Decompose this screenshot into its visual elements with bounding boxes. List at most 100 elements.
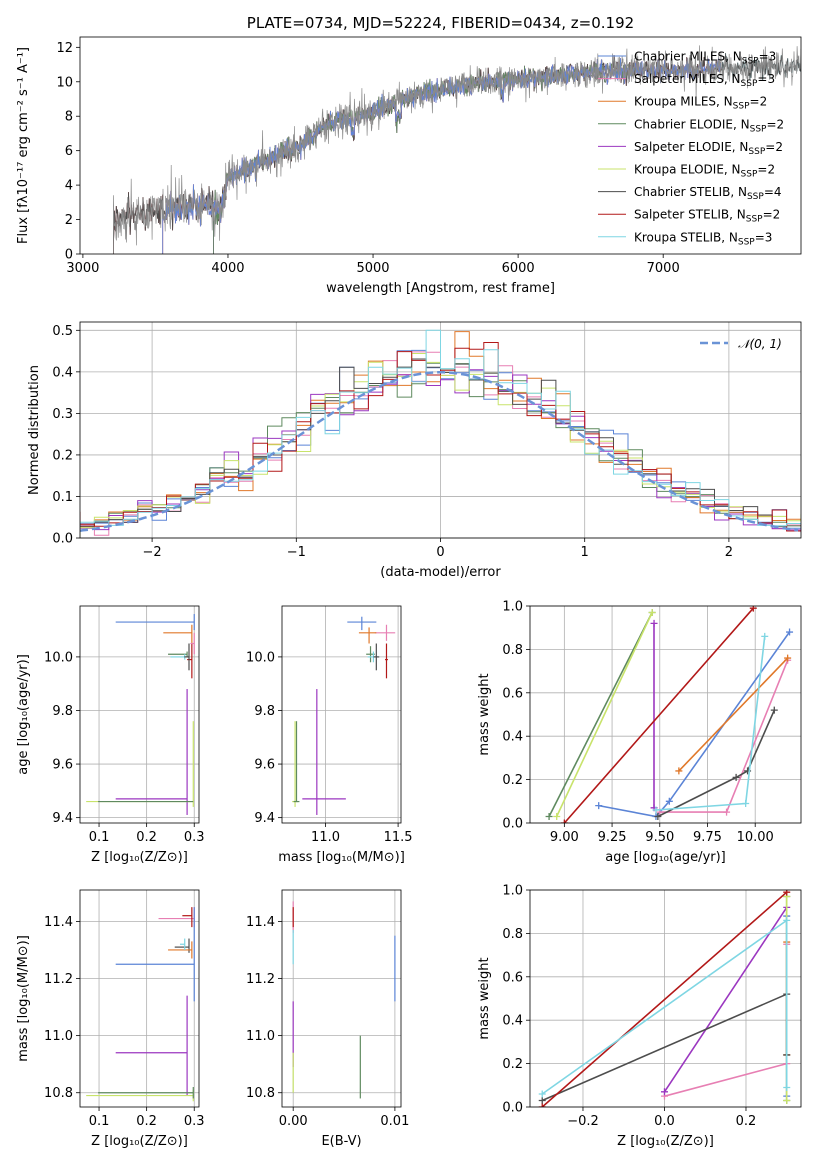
gridlines [80, 606, 199, 823]
gridlines [282, 606, 401, 823]
weight-marker [545, 812, 553, 820]
y-tick-label: 0 [65, 248, 73, 263]
weight-marker [654, 812, 662, 820]
errorbar-point [385, 643, 388, 679]
y-tick-label: 11.0 [246, 1029, 275, 1044]
y-tick-label: 8 [65, 110, 73, 125]
weight-vs-Z-panel: −0.2 0.0 0.2 0.0 0.2 0.4 0.6 0.8 1.0 Z [log₁₀(Z/Z… [477, 884, 802, 1149]
age-vs-mass-panel: 11.0 11.5 9.4 9.6 9.8 10.0 mass [log₁₀(M/M⊙)] [246, 605, 413, 865]
errorbar-point [182, 907, 193, 928]
legend-suffix: =3 [759, 50, 777, 64]
legend-label: Kroupa STELIB, N [634, 230, 738, 244]
y-tick-label: 0.4 [502, 1014, 523, 1029]
model-spectrum-line [113, 55, 722, 254]
legend-entry: Salpeter STELIB, NSSP=2 [634, 208, 780, 225]
x-tick-label: 10.00 [737, 830, 774, 845]
x-axis-label: Z [log₁₀(Z/Z⊙)] [617, 1134, 714, 1149]
x-tick-label: 2 [725, 545, 733, 560]
mass-vs-Z-panel: 0.1 0.2 0.3 10.8 11.0 11.2 11.4 Z [log₁₀(Z/Z⊙)]… [16, 889, 205, 1149]
y-tick-label: 1.0 [502, 600, 523, 615]
x-tick-label: 11.5 [384, 830, 413, 845]
legend-label: Chabrier MILES, N [634, 50, 742, 64]
errorbar-plot-area [292, 901, 396, 1099]
weight-marker [650, 619, 658, 627]
weight-marker [783, 1096, 791, 1104]
y-tick-label: 10.8 [246, 1086, 275, 1101]
legend-subscript: SSP [742, 57, 759, 67]
weight-marker [560, 819, 568, 823]
x-tick-label: 4000 [211, 261, 244, 276]
errorbar-point [347, 616, 377, 631]
errorbar-point [158, 907, 195, 928]
y-tick-label: 0.2 [52, 448, 73, 463]
errorbar-point [115, 614, 195, 631]
legend-subscript: SSP [750, 124, 767, 134]
errorbar-point [373, 643, 380, 671]
ticks: 11.0 11.5 9.4 9.6 9.8 10.0 [246, 650, 413, 845]
legend-label: Kroupa MILES, N [634, 95, 733, 109]
weight-series [560, 606, 757, 823]
y-tick-label: 0.4 [52, 365, 73, 380]
weight-line [548, 612, 653, 817]
weight-marker [675, 767, 683, 775]
weight-series [650, 619, 658, 812]
x-axis-label: Z [log₁₀(Z/Z⊙)] [91, 1134, 188, 1149]
weight-marker [648, 609, 656, 617]
y-tick-label: 4 [65, 179, 73, 194]
axes-frame [529, 605, 802, 824]
errorbar-point [168, 651, 188, 657]
y-tick-label: 9.4 [254, 811, 275, 826]
axes-frame [529, 889, 802, 1108]
y-axis-label: mass weight [477, 673, 492, 755]
x-tick-label: 9.50 [645, 830, 674, 845]
y-tick-label: 0.8 [502, 927, 523, 942]
errorbar-point [163, 624, 193, 644]
weight-marker [665, 797, 673, 805]
legend-subscript: SSP [741, 79, 758, 89]
ticks: −0.2 0.0 0.2 0.0 0.2 0.4 0.6 0.8 1.0 [502, 884, 756, 1130]
errorbar-point [190, 632, 195, 655]
weight-marker [783, 1083, 791, 1091]
y-tick-label: 1.0 [502, 884, 523, 899]
weight-marker [742, 799, 750, 807]
y-tick-label: 11.2 [44, 972, 73, 987]
weight-line [663, 906, 788, 1093]
weight-series [538, 916, 791, 1098]
weight-marker [761, 632, 769, 640]
legend-label: Chabrier ELODIE, N [634, 117, 750, 131]
x-tick-label: 9.25 [598, 830, 627, 845]
x-axis-label: E(B-V) [321, 1134, 361, 1149]
y-tick-label: 0.3 [52, 407, 73, 422]
y-tick-label: 9.8 [254, 704, 275, 719]
y-tick-label: 12 [56, 41, 73, 56]
axes-frame [281, 605, 402, 824]
y-tick-label: 0.0 [502, 1101, 523, 1116]
weight-marker [749, 606, 757, 612]
errorbar-point [170, 654, 186, 660]
axes-frame [79, 36, 802, 255]
x-tick-label: 0.00 [279, 1114, 308, 1129]
spectrum-panel: 3000 4000 5000 6000 7000 0 2 4 6 8 10 12 wavelength … [16, 14, 802, 296]
y-tick-label: 9.4 [52, 811, 73, 826]
x-tick-label: 0.1 [89, 830, 110, 845]
weight-series [652, 632, 769, 814]
y-axis-label: age [log₁₀(age/yr)] [16, 654, 31, 775]
weight-marker [553, 812, 561, 820]
y-tick-label: 11.0 [44, 1029, 73, 1044]
y-tick-label: 10 [56, 75, 73, 90]
y-tick-label: 9.8 [52, 704, 73, 719]
weight-marker [770, 706, 778, 714]
x-tick-label: −0.2 [567, 1114, 599, 1129]
legend-subscript: SSP [747, 192, 764, 202]
y-tick-label: 6 [65, 144, 73, 159]
y-tick-label: 0.8 [502, 643, 523, 658]
weight-plot-area [538, 890, 791, 1107]
errorbar-point [115, 689, 188, 815]
errorbar-plot-area [86, 614, 195, 815]
x-tick-label: 0.01 [380, 1114, 409, 1129]
figure-title: PLATE=0734, MJD=52224, FIBERID=0434, z=0… [247, 14, 634, 32]
y-tick-label: 0.6 [502, 686, 523, 701]
ticks: 0.1 0.2 0.3 10.8 11.0 11.2 11.4 [44, 915, 205, 1129]
legend-label: Kroupa ELODIE, N [634, 163, 741, 177]
x-axis-label: age [log₁₀(age/yr)] [605, 850, 726, 865]
